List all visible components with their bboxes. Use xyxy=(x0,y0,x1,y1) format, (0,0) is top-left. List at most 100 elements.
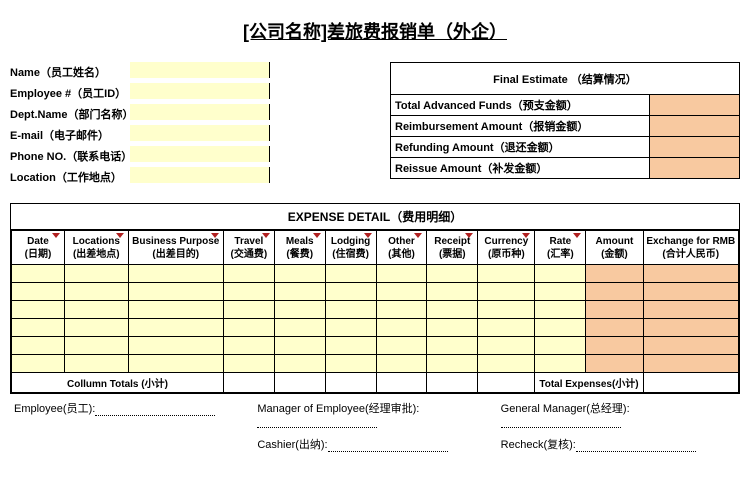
detail-cell[interactable] xyxy=(223,355,274,373)
detail-cell[interactable] xyxy=(274,283,325,301)
detail-cell[interactable] xyxy=(478,319,535,337)
detail-cell[interactable] xyxy=(535,265,586,283)
detail-cell[interactable] xyxy=(376,265,427,283)
detail-cell[interactable] xyxy=(427,319,478,337)
page-title: [公司名称]差旅费报销单（外企） xyxy=(10,18,740,44)
column-header: Receipt(票据) xyxy=(427,231,478,265)
detail-cell[interactable] xyxy=(586,265,643,283)
estimate-row-value[interactable] xyxy=(650,116,740,137)
detail-cell[interactable] xyxy=(64,265,128,283)
detail-cell[interactable] xyxy=(12,337,65,355)
detail-cell[interactable] xyxy=(64,355,128,373)
detail-cell[interactable] xyxy=(535,337,586,355)
estimate-row-value[interactable] xyxy=(650,95,740,116)
detail-cell[interactable] xyxy=(274,337,325,355)
detail-cell[interactable] xyxy=(586,319,643,337)
detail-cell[interactable] xyxy=(478,283,535,301)
detail-cell[interactable] xyxy=(376,337,427,355)
detail-cell[interactable] xyxy=(223,283,274,301)
employee-info-block: Name（员工姓名） Employee #（员工ID） Dept.Name（部门… xyxy=(10,62,270,185)
detail-cell[interactable] xyxy=(376,301,427,319)
estimate-row-value[interactable] xyxy=(650,137,740,158)
phone-label: Phone NO.（联系电话） xyxy=(10,146,130,164)
detail-cell[interactable] xyxy=(274,301,325,319)
email-field[interactable] xyxy=(130,125,270,141)
detail-cell[interactable] xyxy=(376,319,427,337)
detail-cell[interactable] xyxy=(223,319,274,337)
detail-cell[interactable] xyxy=(535,283,586,301)
estimate-table: Final Estimate （结算情况） Total Advanced Fun… xyxy=(390,62,740,179)
dept-field[interactable] xyxy=(130,104,270,120)
detail-cell[interactable] xyxy=(223,301,274,319)
detail-cell[interactable] xyxy=(325,283,376,301)
column-header: Exchange for RMB(合计人民币) xyxy=(643,231,738,265)
detail-cell[interactable] xyxy=(128,337,223,355)
detail-cell[interactable] xyxy=(535,355,586,373)
detail-cell[interactable] xyxy=(274,319,325,337)
detail-cell[interactable] xyxy=(325,265,376,283)
detail-cell[interactable] xyxy=(643,265,738,283)
detail-cell[interactable] xyxy=(643,319,738,337)
detail-cell[interactable] xyxy=(427,355,478,373)
detail-cell[interactable] xyxy=(325,337,376,355)
detail-cell[interactable] xyxy=(128,265,223,283)
final-estimate-block: Final Estimate （结算情况） Total Advanced Fun… xyxy=(390,62,740,185)
phone-field[interactable] xyxy=(130,146,270,162)
detail-cell[interactable] xyxy=(535,301,586,319)
detail-cell[interactable] xyxy=(478,301,535,319)
detail-cell[interactable] xyxy=(128,283,223,301)
signature-row-2: Cashier(出纳): Recheck(复核): xyxy=(10,434,740,454)
detail-cell[interactable] xyxy=(12,301,65,319)
detail-cell[interactable] xyxy=(643,337,738,355)
detail-cell[interactable] xyxy=(64,301,128,319)
expense-detail-title: EXPENSE DETAIL（费用明细） xyxy=(11,204,739,230)
detail-cell[interactable] xyxy=(274,355,325,373)
detail-cell[interactable] xyxy=(427,265,478,283)
sign-recheck: Recheck(复核): xyxy=(497,434,740,454)
detail-cell[interactable] xyxy=(223,265,274,283)
employee-id-field[interactable] xyxy=(130,83,270,99)
detail-cell[interactable] xyxy=(12,265,65,283)
location-label: Location（工作地点） xyxy=(10,167,130,185)
detail-cell[interactable] xyxy=(64,319,128,337)
detail-cell[interactable] xyxy=(643,301,738,319)
detail-cell[interactable] xyxy=(376,283,427,301)
column-total-cell xyxy=(376,373,427,393)
detail-cell[interactable] xyxy=(427,283,478,301)
location-field[interactable] xyxy=(130,167,270,183)
detail-cell[interactable] xyxy=(12,319,65,337)
detail-cell[interactable] xyxy=(12,355,65,373)
detail-cell[interactable] xyxy=(325,355,376,373)
detail-cell[interactable] xyxy=(478,265,535,283)
expense-detail-block: EXPENSE DETAIL（费用明细） Date(日期)Locations(出… xyxy=(10,203,740,394)
detail-cell[interactable] xyxy=(64,283,128,301)
column-totals-label: Collumn Totals (小计) xyxy=(12,373,224,393)
name-field[interactable] xyxy=(130,62,270,78)
estimate-row-value[interactable] xyxy=(650,158,740,179)
column-header: Locations(出差地点) xyxy=(64,231,128,265)
detail-cell[interactable] xyxy=(325,319,376,337)
detail-cell[interactable] xyxy=(427,337,478,355)
total-expenses-value xyxy=(643,373,738,393)
detail-cell[interactable] xyxy=(128,319,223,337)
detail-cell[interactable] xyxy=(586,283,643,301)
detail-cell[interactable] xyxy=(643,355,738,373)
detail-cell[interactable] xyxy=(128,301,223,319)
detail-cell[interactable] xyxy=(586,337,643,355)
detail-cell[interactable] xyxy=(64,337,128,355)
detail-cell[interactable] xyxy=(274,265,325,283)
detail-cell[interactable] xyxy=(427,301,478,319)
detail-cell[interactable] xyxy=(12,283,65,301)
detail-cell[interactable] xyxy=(586,355,643,373)
detail-cell[interactable] xyxy=(535,319,586,337)
detail-cell[interactable] xyxy=(643,283,738,301)
email-label: E-mail（电子邮件） xyxy=(10,125,130,143)
detail-cell[interactable] xyxy=(376,355,427,373)
detail-cell[interactable] xyxy=(223,337,274,355)
detail-cell[interactable] xyxy=(478,355,535,373)
detail-cell[interactable] xyxy=(478,337,535,355)
detail-cell[interactable] xyxy=(586,301,643,319)
sign-cashier: Cashier(出纳): xyxy=(253,434,496,454)
detail-cell[interactable] xyxy=(325,301,376,319)
detail-cell[interactable] xyxy=(128,355,223,373)
